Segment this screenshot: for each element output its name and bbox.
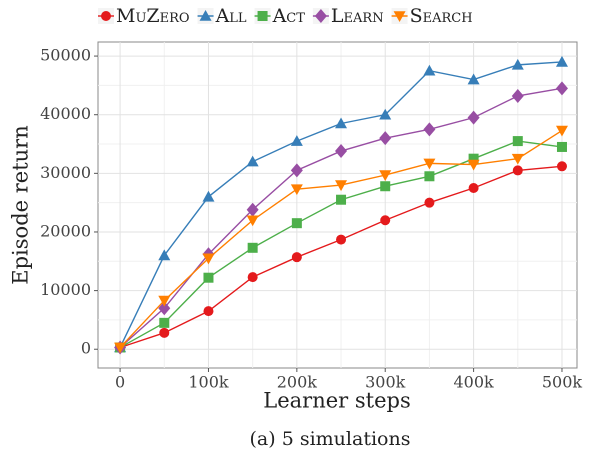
x-tick-label: 200k xyxy=(277,373,318,392)
y-tick-label: 0 xyxy=(81,339,91,358)
y-tick-label: 20000 xyxy=(40,221,91,240)
marker xyxy=(203,306,214,317)
marker xyxy=(246,155,259,167)
x-tick-label: 0 xyxy=(115,373,125,392)
marker xyxy=(291,252,302,263)
marker xyxy=(468,182,479,193)
marker xyxy=(379,170,392,182)
y-axis-title: Episode return xyxy=(9,125,33,284)
y-tick-label: 10000 xyxy=(40,280,91,299)
marker xyxy=(290,135,303,146)
marker xyxy=(393,11,406,22)
legend-label: MuZero xyxy=(116,5,190,27)
marker xyxy=(467,73,480,85)
marker xyxy=(314,9,327,23)
caption: (a) 5 simulations xyxy=(250,428,411,450)
marker xyxy=(424,197,435,208)
legend-label: Act xyxy=(272,5,306,27)
y-tick-label: 40000 xyxy=(40,104,91,123)
marker xyxy=(257,11,268,21)
y-tick-label: 30000 xyxy=(40,163,91,182)
marker xyxy=(158,295,171,307)
marker xyxy=(555,55,568,67)
marker xyxy=(555,81,568,96)
marker xyxy=(423,158,436,170)
marker xyxy=(101,11,111,21)
marker xyxy=(246,215,259,227)
marker xyxy=(335,180,348,192)
marker xyxy=(114,342,127,354)
marker xyxy=(380,215,391,226)
marker xyxy=(202,190,215,202)
marker xyxy=(380,181,391,192)
marker xyxy=(556,161,567,172)
marker xyxy=(246,202,259,217)
marker xyxy=(467,110,480,125)
marker xyxy=(203,272,214,283)
marker xyxy=(247,242,258,253)
marker xyxy=(423,64,436,76)
marker xyxy=(336,194,347,205)
legend-label: Search xyxy=(410,5,473,27)
marker xyxy=(511,88,524,103)
legend-label: All xyxy=(215,5,247,27)
marker xyxy=(291,218,302,229)
marker xyxy=(335,144,348,159)
marker xyxy=(202,253,215,265)
marker xyxy=(511,153,524,165)
marker xyxy=(159,327,170,338)
x-tick-label: 100k xyxy=(188,373,229,392)
marker xyxy=(511,58,524,70)
x-tick-label: 400k xyxy=(453,373,494,392)
marker xyxy=(290,163,303,178)
marker xyxy=(335,117,348,129)
marker xyxy=(336,234,347,245)
legend-label: Learn xyxy=(331,5,384,27)
x-tick-label: 300k xyxy=(365,373,406,392)
marker xyxy=(247,272,258,283)
marker xyxy=(512,165,523,176)
marker xyxy=(199,10,212,21)
marker xyxy=(379,108,392,120)
marker xyxy=(467,159,480,171)
marker xyxy=(468,153,479,164)
x-tick-label: 500k xyxy=(542,373,583,392)
marker xyxy=(379,131,392,146)
marker xyxy=(159,317,170,328)
marker xyxy=(556,141,567,152)
x-axis-title: Learner steps xyxy=(263,389,410,413)
plot-area xyxy=(97,41,578,369)
marker xyxy=(555,125,568,137)
marker xyxy=(423,122,436,137)
marker xyxy=(290,184,303,196)
marker xyxy=(424,171,435,182)
marker xyxy=(512,136,523,147)
marker xyxy=(158,249,171,261)
y-tick-label: 50000 xyxy=(40,46,91,65)
